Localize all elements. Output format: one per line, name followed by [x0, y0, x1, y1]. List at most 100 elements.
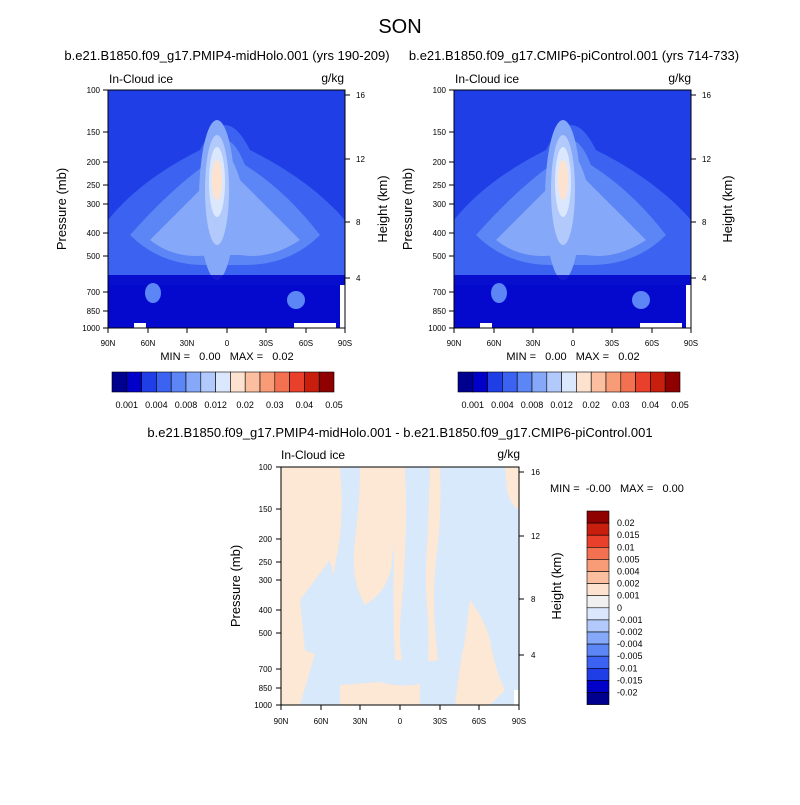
- panel-3-y-axis: 100 150 200 250 300 400 500 700 850 1000: [254, 463, 281, 710]
- colorbar-swatch: [586, 583, 610, 596]
- colorbar-swatch: [561, 371, 577, 393]
- svg-text:60S: 60S: [645, 339, 659, 348]
- panel-3-y2-label: Height (km): [549, 552, 564, 619]
- colorbar-label: 0: [617, 603, 622, 613]
- svg-text:300: 300: [259, 576, 273, 585]
- svg-text:16: 16: [531, 468, 540, 477]
- panel-3-right-label: g/kg: [497, 447, 520, 461]
- svg-text:1000: 1000: [254, 701, 272, 710]
- svg-text:8: 8: [531, 595, 536, 604]
- panel-1-y-tick: 1000: [82, 324, 108, 333]
- colorbar-swatch: [487, 371, 503, 393]
- svg-text:60S: 60S: [472, 717, 486, 726]
- main-title: SON: [378, 16, 421, 38]
- colorbar-label: -0.004: [617, 639, 643, 649]
- panel-3-x-tick: 60S: [472, 705, 486, 726]
- colorbar-swatch: [590, 371, 607, 393]
- svg-text:30N: 30N: [353, 717, 368, 726]
- svg-text:90N: 90N: [447, 339, 462, 348]
- panel-3-x-tick: 90S: [512, 705, 526, 726]
- panel-1-colorbar: 0.001 0.004 0.008 0.012 0.02 0.03 0.04 0.05: [111, 371, 343, 410]
- panel-2-right-label: g/kg: [668, 71, 691, 85]
- panel-2-colorbar: 0.001 0.004 0.008 0.012 0.02 0.03 0.04 0.05: [457, 371, 689, 410]
- panel-2-y-tick: 1000: [428, 324, 454, 333]
- panel-3-x-axis: 90N 60N 30N 0 30S 60S 90S: [274, 705, 526, 726]
- colorbar-swatch: [156, 371, 172, 393]
- panel-1-y-tick: 500: [87, 252, 108, 261]
- panel-1: b.e21.B1850.f09_g17.PMIP4-midHolo.001 (y…: [54, 48, 390, 410]
- colorbar-swatch: [304, 371, 320, 393]
- panel-3-y-tick: 1000: [254, 701, 281, 710]
- colorbar-swatch: [586, 510, 610, 524]
- svg-text:0: 0: [571, 339, 576, 348]
- panel-2-x-tick: 30S: [605, 328, 619, 348]
- svg-text:700: 700: [87, 288, 101, 297]
- svg-text:850: 850: [433, 307, 447, 316]
- panel-2-y-tick: 100: [433, 86, 454, 95]
- panel-1-y-tick: 100: [87, 86, 108, 95]
- panel-2-x-tick: 90N: [447, 328, 462, 348]
- panel-3-y2-tick: 8: [519, 595, 536, 604]
- panel-2-x-tick: 0: [571, 328, 576, 348]
- colorbar-swatch: [502, 371, 518, 393]
- colorbar-label: 0.004: [145, 400, 168, 410]
- panel-2-plot: [453, 89, 692, 329]
- panel-2-y-tick: 500: [433, 252, 454, 261]
- svg-text:100: 100: [259, 463, 273, 472]
- svg-text:100: 100: [87, 86, 101, 95]
- svg-text:12: 12: [531, 532, 540, 541]
- panel-1-y2-label: Height (km): [375, 175, 390, 242]
- svg-text:4: 4: [356, 274, 361, 283]
- panel-2-y-tick: 250: [433, 181, 454, 190]
- svg-text:16: 16: [356, 91, 365, 100]
- colorbar-label: 0.004: [617, 567, 640, 577]
- colorbar-swatch: [472, 371, 488, 393]
- colorbar-label: 0.012: [550, 400, 573, 410]
- panel-3-x-tick: 90N: [274, 705, 289, 726]
- colorbar-swatch: [185, 371, 202, 393]
- panel-3-x-tick: 30N: [353, 705, 368, 726]
- panel-3-y2-tick: 16: [519, 468, 540, 477]
- panel-2-y-tick: 700: [433, 288, 454, 297]
- svg-text:4: 4: [531, 651, 536, 660]
- colorbar-swatch: [531, 371, 548, 393]
- panel-2-x-tick: 60N: [487, 328, 502, 348]
- svg-text:150: 150: [259, 505, 273, 514]
- panel-2: b.e21.B1850.f09_g17.CMIP6-piControl.001 …: [400, 48, 739, 410]
- svg-text:12: 12: [356, 155, 365, 164]
- colorbar-swatch: [215, 371, 231, 393]
- svg-text:250: 250: [87, 181, 101, 190]
- colorbar-swatch: [586, 607, 610, 621]
- svg-text:700: 700: [259, 665, 273, 674]
- svg-text:1000: 1000: [82, 324, 100, 333]
- colorbar-swatch: [586, 595, 610, 609]
- panel-3-y-tick: 700: [259, 665, 281, 674]
- svg-text:16: 16: [702, 91, 711, 100]
- colorbar-label: -0.015: [617, 675, 643, 685]
- colorbar-label: -0.002: [617, 627, 643, 637]
- svg-text:60N: 60N: [487, 339, 502, 348]
- panel-1-x-axis: 90N 60N 30N 0 30S 60S 90S: [101, 328, 352, 348]
- colorbar-swatch: [244, 371, 261, 393]
- colorbar-swatch: [650, 371, 666, 393]
- panel-1-y-tick: 150: [87, 128, 108, 137]
- colorbar-label: 0.05: [325, 400, 343, 410]
- colorbar-swatch: [586, 559, 610, 572]
- svg-text:1000: 1000: [428, 324, 446, 333]
- svg-text:500: 500: [433, 252, 447, 261]
- svg-text:30N: 30N: [180, 339, 195, 348]
- colorbar-label: 0.02: [617, 518, 635, 528]
- panel-2-y2-label: Height (km): [720, 175, 735, 242]
- colorbar-label: 0.015: [617, 530, 640, 540]
- panel-1-stats: MIN = 0.00 MAX = 0.02: [160, 351, 293, 363]
- svg-text:30S: 30S: [259, 339, 273, 348]
- svg-text:0: 0: [225, 339, 230, 348]
- panel-1-x-tick: 60N: [141, 328, 156, 348]
- panel-2-stats: MIN = 0.00 MAX = 0.02: [506, 351, 639, 363]
- panel-1-y-tick: 300: [87, 200, 108, 209]
- panel-3-y-tick: 100: [259, 463, 281, 472]
- panel-1-right-label: g/kg: [321, 71, 344, 85]
- svg-text:200: 200: [259, 535, 273, 544]
- panel-3-stats: MIN = -0.00 MAX = 0.00: [550, 483, 684, 495]
